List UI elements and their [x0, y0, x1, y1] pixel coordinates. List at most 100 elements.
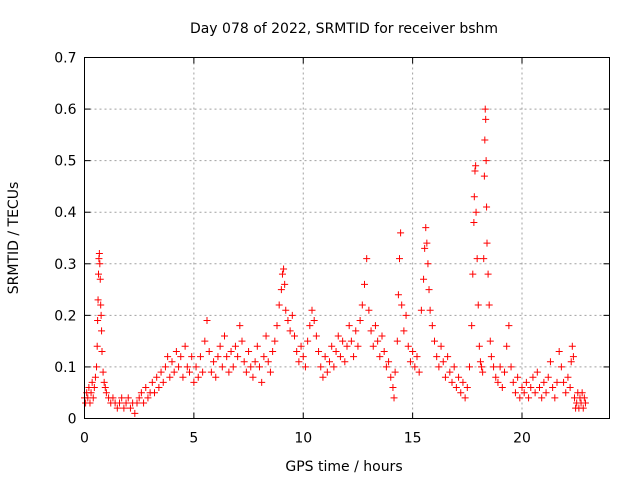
data-point — [417, 306, 425, 314]
y-axis-label: SRMTID / TECUs — [6, 182, 22, 295]
data-point — [109, 394, 117, 402]
data-point — [354, 342, 362, 350]
data-point — [566, 384, 574, 392]
data-point — [192, 363, 200, 371]
data-point — [542, 389, 550, 397]
data-point — [269, 347, 277, 355]
data-point — [385, 358, 393, 366]
data-point — [480, 172, 488, 180]
data-point — [529, 373, 537, 381]
data-point — [358, 301, 366, 309]
data-point — [356, 317, 364, 325]
data-point — [448, 378, 456, 386]
data-point — [87, 389, 95, 397]
data-point — [98, 347, 106, 355]
data-point — [426, 306, 434, 314]
data-point — [310, 317, 318, 325]
data-point — [382, 363, 390, 371]
data-point — [352, 327, 360, 335]
data-point — [367, 327, 375, 335]
data-point — [170, 368, 178, 376]
data-point — [282, 306, 290, 314]
data-point — [168, 358, 176, 366]
x-tick-labels: 0 5 10 15 20 — [80, 431, 531, 447]
data-point — [258, 378, 266, 386]
data-point — [142, 384, 150, 392]
data-point — [470, 193, 478, 201]
data-point — [194, 373, 202, 381]
data-point — [205, 347, 213, 355]
data-point — [278, 270, 286, 278]
data-point — [183, 363, 191, 371]
x-tick-label: 15 — [404, 431, 422, 447]
data-point — [404, 342, 412, 350]
data-point — [249, 373, 257, 381]
data-point — [496, 363, 504, 371]
data-point — [511, 389, 519, 397]
data-point — [481, 136, 489, 144]
data-point — [471, 167, 479, 175]
data-point — [229, 363, 237, 371]
data-point — [423, 239, 431, 247]
data-point — [188, 353, 196, 361]
data-point — [466, 363, 473, 371]
data-point — [345, 322, 353, 330]
data-point — [91, 373, 99, 381]
data-point — [400, 327, 408, 335]
x-tick-label: 5 — [189, 431, 198, 447]
data-point — [485, 301, 493, 309]
data-point — [332, 347, 340, 355]
data-point — [580, 394, 588, 402]
data-point — [113, 404, 121, 412]
data-point — [137, 389, 145, 397]
data-point — [501, 368, 508, 376]
data-point — [390, 394, 398, 402]
data-point — [218, 363, 226, 371]
data-point — [480, 255, 488, 263]
data-point — [472, 208, 480, 216]
data-point — [90, 384, 98, 392]
data-point — [95, 270, 102, 278]
data-point — [369, 342, 377, 350]
data-point — [567, 358, 575, 366]
data-point — [179, 373, 187, 381]
data-point — [266, 368, 274, 376]
data-point — [297, 342, 305, 350]
data-point — [439, 358, 447, 366]
data-point — [240, 358, 248, 366]
data-point — [140, 399, 148, 407]
data-point — [306, 322, 314, 330]
data-point — [181, 342, 189, 350]
data-point — [444, 353, 452, 361]
data-point — [175, 363, 183, 371]
data-point — [553, 378, 561, 386]
data-point — [397, 229, 405, 237]
data-point — [428, 322, 436, 330]
data-point — [321, 353, 329, 361]
data-point — [339, 337, 347, 345]
data-point — [522, 378, 530, 386]
data-point — [343, 342, 351, 350]
data-point — [225, 368, 233, 376]
data-point — [527, 384, 535, 392]
data-point — [319, 373, 327, 381]
data-point — [393, 337, 401, 345]
data-point — [126, 404, 134, 412]
data-point — [293, 347, 301, 355]
data-point — [494, 378, 502, 386]
data-point — [568, 342, 576, 350]
data-point — [247, 363, 255, 371]
data-point — [540, 378, 548, 386]
data-point — [398, 301, 406, 309]
data-point — [186, 368, 193, 376]
data-point — [536, 384, 543, 392]
x-tick-label: 10 — [294, 431, 312, 447]
data-point — [253, 342, 261, 350]
data-point — [391, 368, 399, 376]
data-point — [245, 347, 253, 355]
data-point — [483, 203, 491, 211]
data-point — [555, 347, 563, 355]
data-point — [387, 373, 395, 381]
data-point — [380, 347, 388, 355]
data-point — [281, 280, 289, 288]
